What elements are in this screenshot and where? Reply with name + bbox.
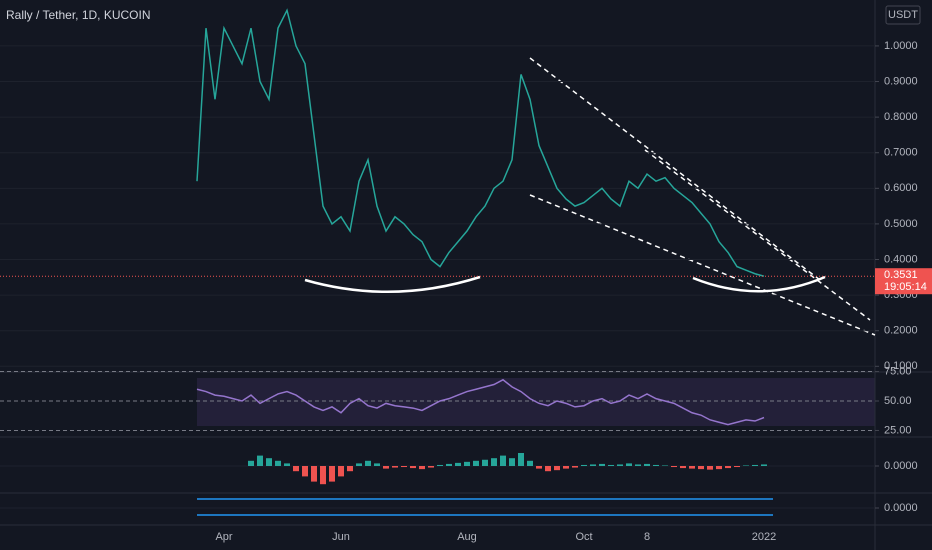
y-tick-label: 50.00 (884, 395, 912, 407)
histogram-bar (662, 465, 668, 466)
histogram-bar (572, 466, 578, 468)
y-tick-label: 0.9000 (884, 75, 918, 87)
histogram-bar (518, 453, 524, 466)
histogram-bar (293, 466, 299, 472)
histogram-bar (473, 460, 479, 466)
histogram-bar (599, 463, 605, 466)
last-price-label: 0.3531 (884, 269, 918, 281)
histogram-bar (275, 460, 281, 466)
histogram-bar (455, 462, 461, 466)
cup-curve (692, 275, 826, 293)
histogram-bar (266, 458, 272, 466)
histogram-bar (446, 463, 452, 466)
histogram-bar (698, 466, 704, 470)
x-tick-label: 2022 (752, 531, 776, 543)
x-tick-label: Apr (215, 531, 232, 543)
histogram-bar (356, 463, 362, 466)
y-tick-label: 0.0000 (884, 502, 918, 514)
trend-line (529, 194, 876, 336)
histogram-bar (437, 464, 443, 466)
trend-line (529, 57, 821, 281)
histogram-bar (482, 459, 488, 466)
trend-line (644, 149, 871, 321)
histogram-bar (248, 460, 254, 466)
histogram-bar (374, 463, 380, 466)
histogram-bar (509, 458, 515, 466)
histogram-bar (617, 464, 623, 466)
histogram-bar (338, 466, 344, 477)
y-tick-label: 75.00 (884, 365, 912, 377)
x-tick-label: Oct (575, 531, 592, 543)
histogram-bar (725, 466, 731, 469)
histogram-bar (500, 455, 506, 466)
histogram-bar (653, 464, 659, 466)
histogram-bar (545, 466, 551, 472)
x-tick-label: Aug (457, 531, 477, 543)
y-tick-label: 0.2000 (884, 325, 918, 337)
y-tick-label: 0.1000 (884, 360, 918, 372)
y-tick-label: 0.7000 (884, 147, 918, 159)
histogram-bar (680, 466, 686, 469)
histogram-bar (491, 458, 497, 466)
histogram-bar (464, 461, 470, 466)
y-tick-label: 0.0000 (884, 460, 918, 472)
y-tick-label: 0.6000 (884, 182, 918, 194)
histogram-bar (302, 466, 308, 477)
countdown: 19:05:14 (884, 281, 927, 293)
y-tick-label: 1.0000 (884, 40, 918, 52)
histogram-bar (671, 466, 677, 468)
histogram-bar (401, 466, 407, 468)
histogram-bar (347, 466, 353, 472)
histogram-bar (284, 463, 290, 466)
y-tick-label: 0.5000 (884, 218, 918, 230)
histogram-bar (743, 465, 749, 466)
histogram-bar (257, 455, 263, 466)
histogram-bar (581, 464, 587, 466)
histogram-bar (752, 464, 758, 466)
histogram-bar (428, 466, 434, 468)
histogram-bar (716, 466, 722, 470)
histogram-bar (365, 460, 371, 466)
cup-curve (304, 275, 481, 293)
currency-box (885, 5, 921, 25)
histogram-bar (392, 466, 398, 468)
histogram-bar (563, 466, 569, 469)
histogram-bar (626, 463, 632, 466)
histogram-bar (707, 466, 713, 470)
currency: USDT (888, 9, 918, 21)
x-tick-label: Jun (332, 531, 350, 543)
histogram-bar (383, 466, 389, 469)
last-price-box (875, 268, 932, 295)
y-tick-label: 25.00 (884, 424, 912, 436)
histogram-bar (590, 464, 596, 466)
y-tick-label: 0.4000 (884, 253, 918, 265)
series-line (196, 8, 765, 277)
chart-title: Rally / Tether, 1D, KUCOIN (6, 8, 151, 22)
histogram-bar (554, 466, 560, 471)
histogram-bar (320, 466, 326, 485)
histogram-bar (734, 466, 740, 468)
histogram-bar (644, 463, 650, 466)
y-tick-label: 0.8000 (884, 111, 918, 123)
x-tick-label: 8 (644, 531, 650, 543)
series-line (196, 378, 765, 426)
histogram-bar (527, 460, 533, 466)
histogram-bar (419, 466, 425, 470)
histogram-bar (410, 466, 416, 469)
histogram-bar (761, 464, 767, 466)
histogram-bar (608, 464, 614, 466)
histogram-bar (635, 464, 641, 466)
histogram-bar (311, 466, 317, 482)
histogram-bar (536, 466, 542, 469)
histogram-bar (329, 466, 335, 482)
histogram-bar (689, 466, 695, 469)
